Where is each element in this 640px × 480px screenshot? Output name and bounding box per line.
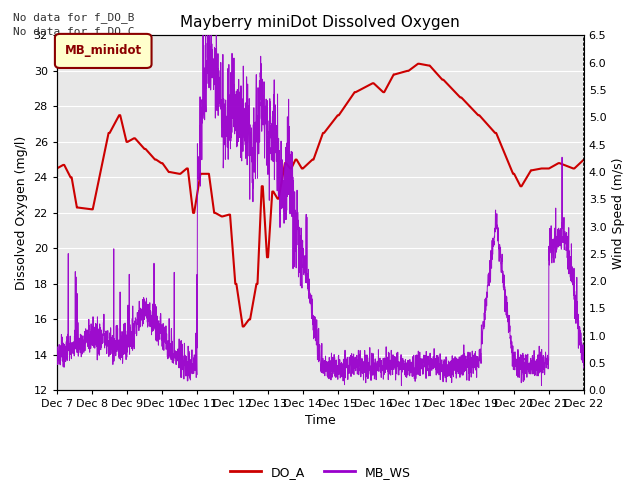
Text: No data for f_DO_C: No data for f_DO_C — [13, 26, 134, 37]
Text: No data for f_DO_B: No data for f_DO_B — [13, 12, 134, 23]
X-axis label: Time: Time — [305, 414, 336, 427]
Text: MB_minidot: MB_minidot — [65, 45, 142, 58]
Title: Mayberry miniDot Dissolved Oxygen: Mayberry miniDot Dissolved Oxygen — [180, 15, 460, 30]
Y-axis label: Wind Speed (m/s): Wind Speed (m/s) — [612, 157, 625, 269]
Y-axis label: Dissolved Oxygen (mg/l): Dissolved Oxygen (mg/l) — [15, 136, 28, 290]
Legend: DO_A, MB_WS: DO_A, MB_WS — [225, 461, 416, 480]
